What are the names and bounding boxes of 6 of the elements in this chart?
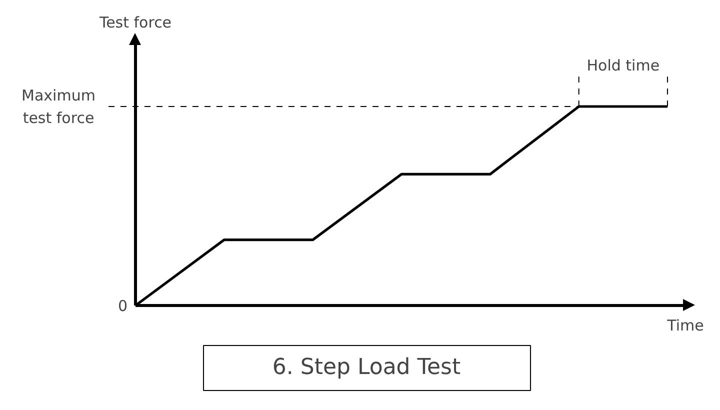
text: 6. Step Load Test — [272, 355, 461, 380]
ref-line-label: Maximum test force — [22, 86, 96, 127]
text: Hold time — [586, 56, 660, 75]
x-axis-title: Time — [666, 316, 704, 334]
y-axis-title: Test force — [98, 14, 172, 32]
annotation: 0 — [118, 297, 128, 315]
